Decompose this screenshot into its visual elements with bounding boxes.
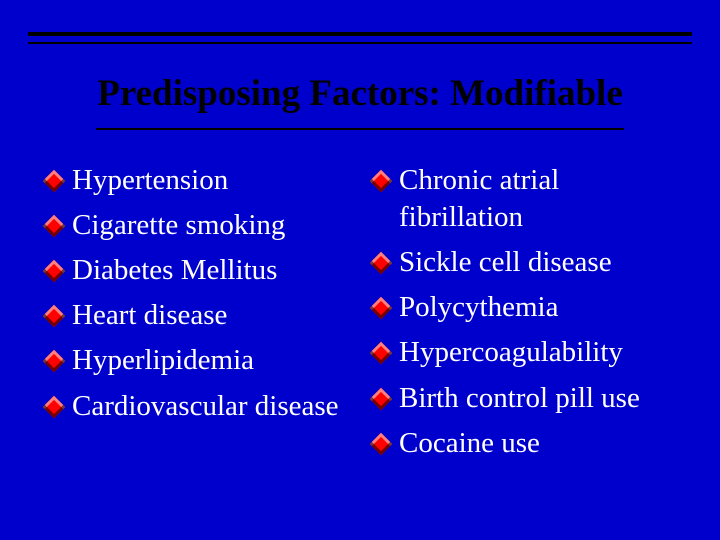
- title-underline: [96, 128, 624, 130]
- list-item-label: Cardiovascular disease: [72, 388, 339, 425]
- diamond-bullet-icon: [43, 170, 66, 193]
- top-rule-thin: [28, 42, 692, 44]
- diamond-bullet-icon: [43, 395, 66, 418]
- list-item: Polycythemia: [373, 289, 690, 326]
- diamond-bullet-icon: [370, 342, 393, 365]
- diamond-bullet-icon: [370, 297, 393, 320]
- list-item: Hyperlipidemia: [46, 342, 363, 379]
- diamond-bullet-icon: [370, 170, 393, 193]
- content-columns: Hypertension Cigarette smoking Diabetes …: [46, 162, 690, 470]
- list-item-label: Hypertension: [72, 162, 228, 199]
- list-item-label: Sickle cell disease: [399, 244, 612, 281]
- list-item: Diabetes Mellitus: [46, 252, 363, 289]
- list-item: Cocaine use: [373, 425, 690, 462]
- diamond-bullet-icon: [370, 387, 393, 410]
- list-item-label: Diabetes Mellitus: [72, 252, 277, 289]
- list-item-label: Polycythemia: [399, 289, 558, 326]
- slide-title: Predisposing Factors: Modifiable: [0, 72, 720, 115]
- list-item-label: Heart disease: [72, 297, 227, 334]
- list-item: Heart disease: [46, 297, 363, 334]
- right-column: Chronic atrial fibrillation Sickle cell …: [373, 162, 690, 470]
- list-item-label: Hyperlipidemia: [72, 342, 254, 379]
- diamond-bullet-icon: [43, 260, 66, 283]
- list-item: Chronic atrial fibrillation: [373, 162, 690, 236]
- list-item-label: Cigarette smoking: [72, 207, 285, 244]
- list-item: Hypercoagulability: [373, 334, 690, 371]
- list-item: Sickle cell disease: [373, 244, 690, 281]
- list-item: Cigarette smoking: [46, 207, 363, 244]
- diamond-bullet-icon: [43, 305, 66, 328]
- diamond-bullet-icon: [370, 252, 393, 275]
- left-column: Hypertension Cigarette smoking Diabetes …: [46, 162, 363, 470]
- diamond-bullet-icon: [43, 350, 66, 373]
- list-item-label: Chronic atrial fibrillation: [399, 162, 690, 236]
- list-item: Cardiovascular disease: [46, 388, 363, 425]
- top-rule-thick: [28, 32, 692, 36]
- list-item-label: Hypercoagulability: [399, 334, 623, 371]
- diamond-bullet-icon: [370, 432, 393, 455]
- list-item: Hypertension: [46, 162, 363, 199]
- diamond-bullet-icon: [43, 215, 66, 238]
- list-item-label: Birth control pill use: [399, 380, 640, 417]
- list-item-label: Cocaine use: [399, 425, 540, 462]
- list-item: Birth control pill use: [373, 380, 690, 417]
